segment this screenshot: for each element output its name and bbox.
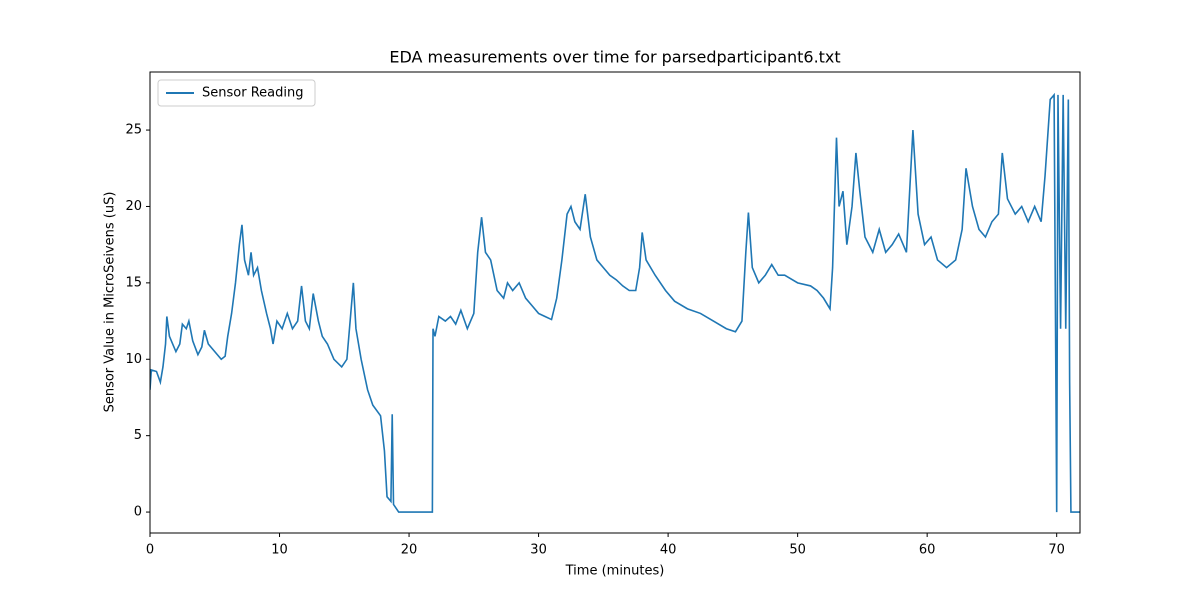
legend-label: Sensor Reading [202,86,303,101]
x-axis-label: Time (minutes) [565,564,665,579]
y-tick-label: 5 [134,428,142,443]
chart-title: EDA measurements over time for parsedpar… [389,48,840,67]
x-tick-label: 40 [660,543,677,558]
y-tick-label: 25 [125,123,142,138]
x-tick-label: 70 [1048,543,1065,558]
x-tick-label: 30 [530,543,547,558]
plot-frame [149,71,1081,534]
x-tick-label: 10 [271,543,288,558]
y-tick-label: 0 [134,505,142,520]
legend-box [157,79,316,107]
y-tick-label: 10 [125,352,142,367]
data-line [150,92,1080,513]
y-axis-label: Sensor Value in MicroSeivens (uS) [103,192,118,413]
x-tick-label: 50 [789,543,806,558]
x-tick-label: 60 [919,543,936,558]
x-tick-label: 0 [146,543,154,558]
x-tick-label: 20 [401,543,418,558]
y-tick-label: 15 [125,275,142,290]
y-tick-label: 20 [125,199,142,214]
